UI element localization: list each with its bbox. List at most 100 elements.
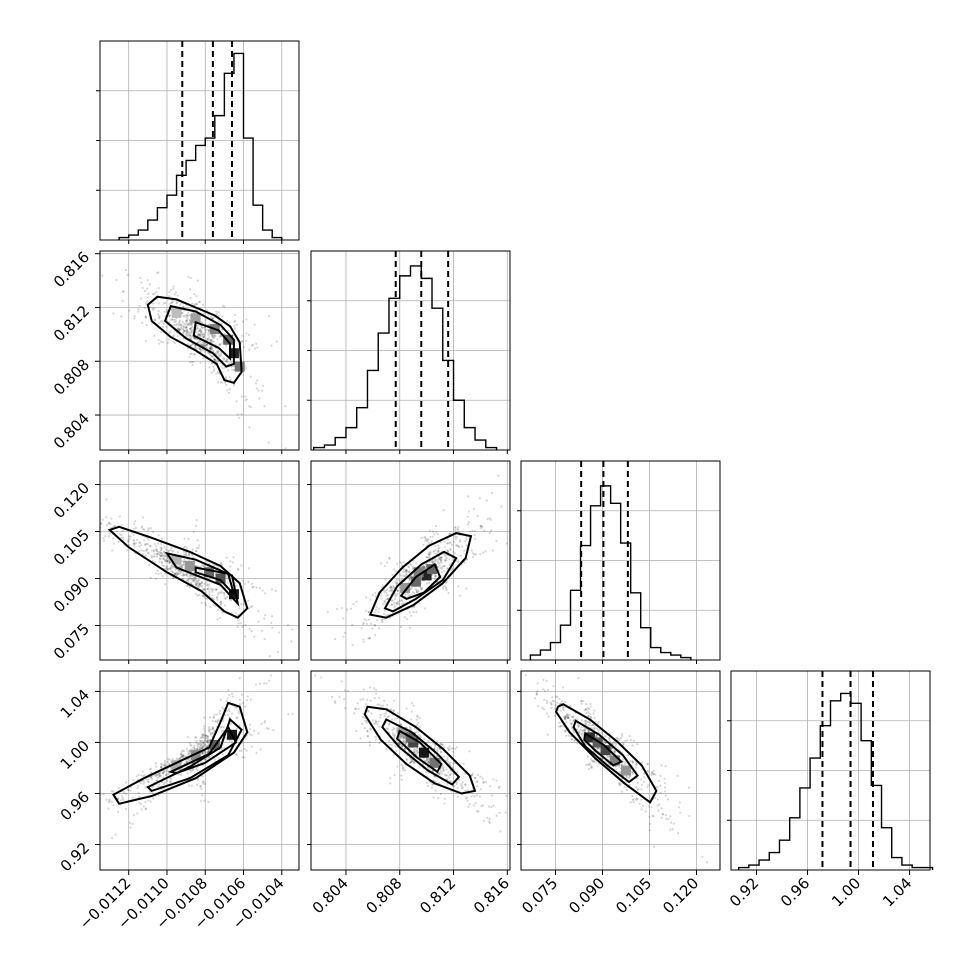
sample-point	[436, 750, 440, 753]
sample-point	[432, 742, 435, 745]
sample-point	[147, 292, 150, 296]
sample-point	[410, 759, 414, 762]
sample-point	[531, 834, 533, 836]
sample-point	[437, 544, 440, 547]
sample-point	[213, 368, 216, 371]
sample-point	[211, 362, 214, 365]
sample-point	[355, 600, 358, 603]
sample-point	[180, 327, 183, 330]
sample-point	[97, 799, 99, 801]
sample-point	[440, 556, 443, 559]
sample-point	[192, 360, 195, 364]
sample-point	[203, 732, 206, 735]
sample-point	[558, 721, 561, 724]
sample-point	[196, 539, 199, 542]
sample-point	[224, 344, 228, 347]
sample-point	[190, 330, 194, 333]
sample-point	[176, 551, 179, 554]
sample-point	[158, 342, 161, 345]
sample-point	[565, 713, 569, 716]
sample-point	[629, 738, 632, 742]
sample-point	[467, 520, 471, 524]
sample-point	[438, 781, 441, 785]
sample-point	[474, 537, 477, 541]
sample-point	[159, 765, 163, 768]
sample-point	[445, 549, 449, 552]
sample-point	[202, 741, 205, 744]
sample-point	[198, 340, 201, 343]
sample-point	[642, 804, 645, 807]
sample-point	[110, 517, 113, 520]
sample-point	[144, 543, 147, 546]
sample-point	[201, 733, 204, 736]
sample-point	[97, 535, 99, 537]
sample-point	[604, 742, 607, 745]
sample-point	[491, 549, 494, 552]
sample-point	[178, 328, 181, 331]
sample-point	[419, 586, 422, 589]
sample-point	[182, 546, 186, 549]
sample-point	[180, 564, 184, 567]
sample-point	[108, 798, 111, 801]
sample-point	[210, 732, 213, 735]
sample-point	[161, 564, 164, 567]
sample-point	[422, 565, 425, 568]
sample-point	[180, 755, 183, 758]
sample-point	[189, 296, 192, 300]
sample-point	[623, 785, 626, 788]
y-tick-label: 0.92	[57, 839, 93, 875]
sample-point	[152, 785, 155, 788]
sample-point	[406, 592, 410, 595]
sample-point	[53, 479, 55, 481]
sample-point	[503, 681, 505, 683]
sample-point	[181, 311, 184, 315]
sample-point	[456, 795, 459, 798]
sample-point	[174, 291, 178, 294]
sample-point	[386, 716, 389, 719]
sample-point	[184, 325, 188, 329]
sample-point	[128, 821, 132, 824]
sample-point	[216, 721, 219, 724]
sample-point	[195, 518, 198, 522]
sample-point	[441, 571, 444, 574]
sample-point	[659, 784, 662, 787]
sample-point	[242, 603, 245, 606]
sample-point	[367, 637, 370, 640]
sample-point	[229, 565, 232, 568]
sample-point	[84, 516, 86, 518]
sample-point	[203, 582, 206, 585]
sample-point	[410, 718, 413, 721]
sample-point	[402, 602, 405, 605]
sample-point	[405, 569, 408, 573]
sample-point	[545, 701, 549, 704]
sample-point	[185, 573, 188, 576]
sample-point	[583, 709, 586, 712]
sample-point	[628, 775, 631, 778]
sample-point	[384, 589, 387, 593]
sample-point	[124, 807, 128, 811]
sample-point	[119, 799, 123, 802]
sample-point	[162, 558, 165, 561]
hist-panel-1	[96, 40, 300, 241]
sample-point	[153, 555, 156, 558]
sample-point	[349, 607, 353, 610]
sample-point	[384, 598, 388, 601]
sample-point	[204, 736, 208, 739]
sample-point	[197, 544, 201, 547]
contour-level	[583, 731, 624, 767]
sample-point	[222, 357, 225, 360]
sample-point	[184, 319, 188, 322]
sample-point	[237, 710, 241, 713]
sample-point	[189, 327, 192, 331]
sample-point	[233, 320, 236, 323]
sample-point	[620, 732, 624, 736]
sample-point	[257, 620, 260, 623]
panel-content	[53, 461, 299, 660]
sample-point	[154, 762, 158, 765]
sample-point	[446, 758, 449, 761]
sample-point	[132, 533, 135, 537]
sample-point	[440, 743, 443, 746]
sample-point	[147, 778, 150, 781]
sample-point	[107, 807, 110, 810]
